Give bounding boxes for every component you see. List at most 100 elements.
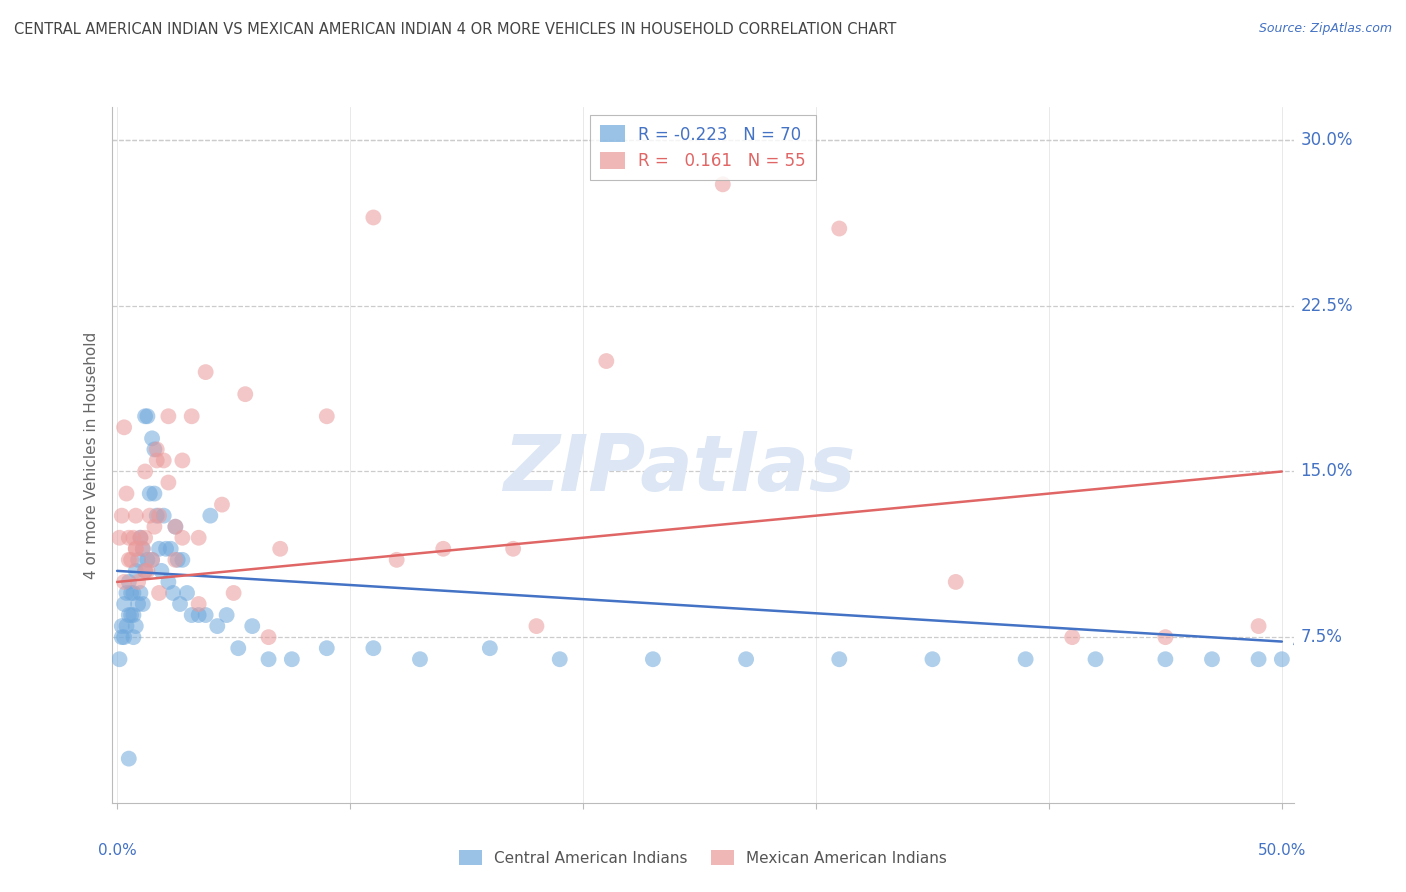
Point — [125, 619, 148, 633]
Point — [157, 475, 180, 490]
Point — [187, 608, 209, 623]
Point — [526, 619, 548, 633]
Point — [363, 211, 385, 225]
Point — [125, 541, 148, 556]
Point — [187, 597, 209, 611]
Text: 7.5%: 7.5% — [1301, 628, 1343, 646]
Point — [139, 486, 162, 500]
Point — [281, 652, 304, 666]
Point — [108, 652, 131, 666]
Point — [1247, 652, 1270, 666]
Point — [194, 365, 217, 379]
Point — [125, 564, 148, 578]
Point — [548, 652, 571, 666]
Point — [211, 498, 233, 512]
Point — [641, 652, 664, 666]
Point — [233, 387, 256, 401]
Point — [134, 531, 156, 545]
Point — [187, 531, 209, 545]
Point — [385, 553, 408, 567]
Point — [165, 519, 187, 533]
Point — [150, 564, 173, 578]
Point — [363, 641, 385, 656]
Point — [134, 564, 156, 578]
Point — [111, 619, 134, 633]
Point — [257, 652, 280, 666]
Point — [152, 453, 174, 467]
Point — [172, 453, 194, 467]
Point — [1084, 652, 1107, 666]
Point — [143, 442, 166, 457]
Text: 50.0%: 50.0% — [1258, 843, 1306, 857]
Point — [257, 630, 280, 644]
Point — [409, 652, 432, 666]
Point — [143, 519, 166, 533]
Point — [172, 553, 194, 567]
Point — [945, 574, 967, 589]
Text: 30.0%: 30.0% — [1301, 131, 1353, 149]
Point — [139, 508, 162, 523]
Point — [222, 586, 245, 600]
Text: CENTRAL AMERICAN INDIAN VS MEXICAN AMERICAN INDIAN 4 OR MORE VEHICLES IN HOUSEHO: CENTRAL AMERICAN INDIAN VS MEXICAN AMERI… — [14, 22, 897, 37]
Point — [111, 630, 134, 644]
Point — [921, 652, 943, 666]
Y-axis label: 4 or more Vehicles in Household: 4 or more Vehicles in Household — [83, 331, 98, 579]
Point — [194, 608, 217, 623]
Point — [169, 597, 191, 611]
Point — [226, 641, 249, 656]
Point — [115, 586, 138, 600]
Point — [157, 574, 180, 589]
Point — [152, 508, 174, 523]
Point — [478, 641, 501, 656]
Point — [148, 586, 170, 600]
Point — [828, 652, 851, 666]
Point — [141, 553, 163, 567]
Point — [127, 553, 149, 567]
Point — [118, 574, 141, 589]
Point — [120, 608, 142, 623]
Point — [122, 586, 145, 600]
Point — [141, 553, 163, 567]
Point — [240, 619, 263, 633]
Point — [1247, 619, 1270, 633]
Point — [1062, 630, 1084, 644]
Point — [125, 508, 148, 523]
Point — [136, 553, 159, 567]
Legend: Central American Indians, Mexican American Indians: Central American Indians, Mexican Americ… — [453, 844, 953, 871]
Point — [112, 420, 135, 434]
Point — [122, 608, 145, 623]
Point — [735, 652, 758, 666]
Text: Source: ZipAtlas.com: Source: ZipAtlas.com — [1258, 22, 1392, 36]
Point — [1154, 652, 1177, 666]
Point — [141, 431, 163, 445]
Point — [118, 751, 141, 765]
Point — [1271, 652, 1294, 666]
Point — [157, 409, 180, 424]
Point — [118, 531, 141, 545]
Point — [125, 541, 148, 556]
Text: 0.0%: 0.0% — [98, 843, 136, 857]
Point — [118, 553, 141, 567]
Point — [111, 508, 134, 523]
Point — [127, 574, 149, 589]
Point — [172, 531, 194, 545]
Point — [828, 221, 851, 235]
Text: 22.5%: 22.5% — [1301, 297, 1353, 315]
Point — [120, 586, 142, 600]
Point — [180, 608, 202, 623]
Point — [118, 608, 141, 623]
Point — [159, 541, 181, 556]
Point — [155, 541, 177, 556]
Point — [315, 409, 337, 424]
Point — [269, 541, 291, 556]
Point — [166, 553, 188, 567]
Point — [112, 630, 135, 644]
Point — [162, 586, 184, 600]
Point — [120, 553, 142, 567]
Point — [132, 541, 155, 556]
Point — [129, 531, 152, 545]
Point — [1201, 652, 1223, 666]
Point — [112, 574, 135, 589]
Point — [134, 409, 156, 424]
Point — [165, 519, 187, 533]
